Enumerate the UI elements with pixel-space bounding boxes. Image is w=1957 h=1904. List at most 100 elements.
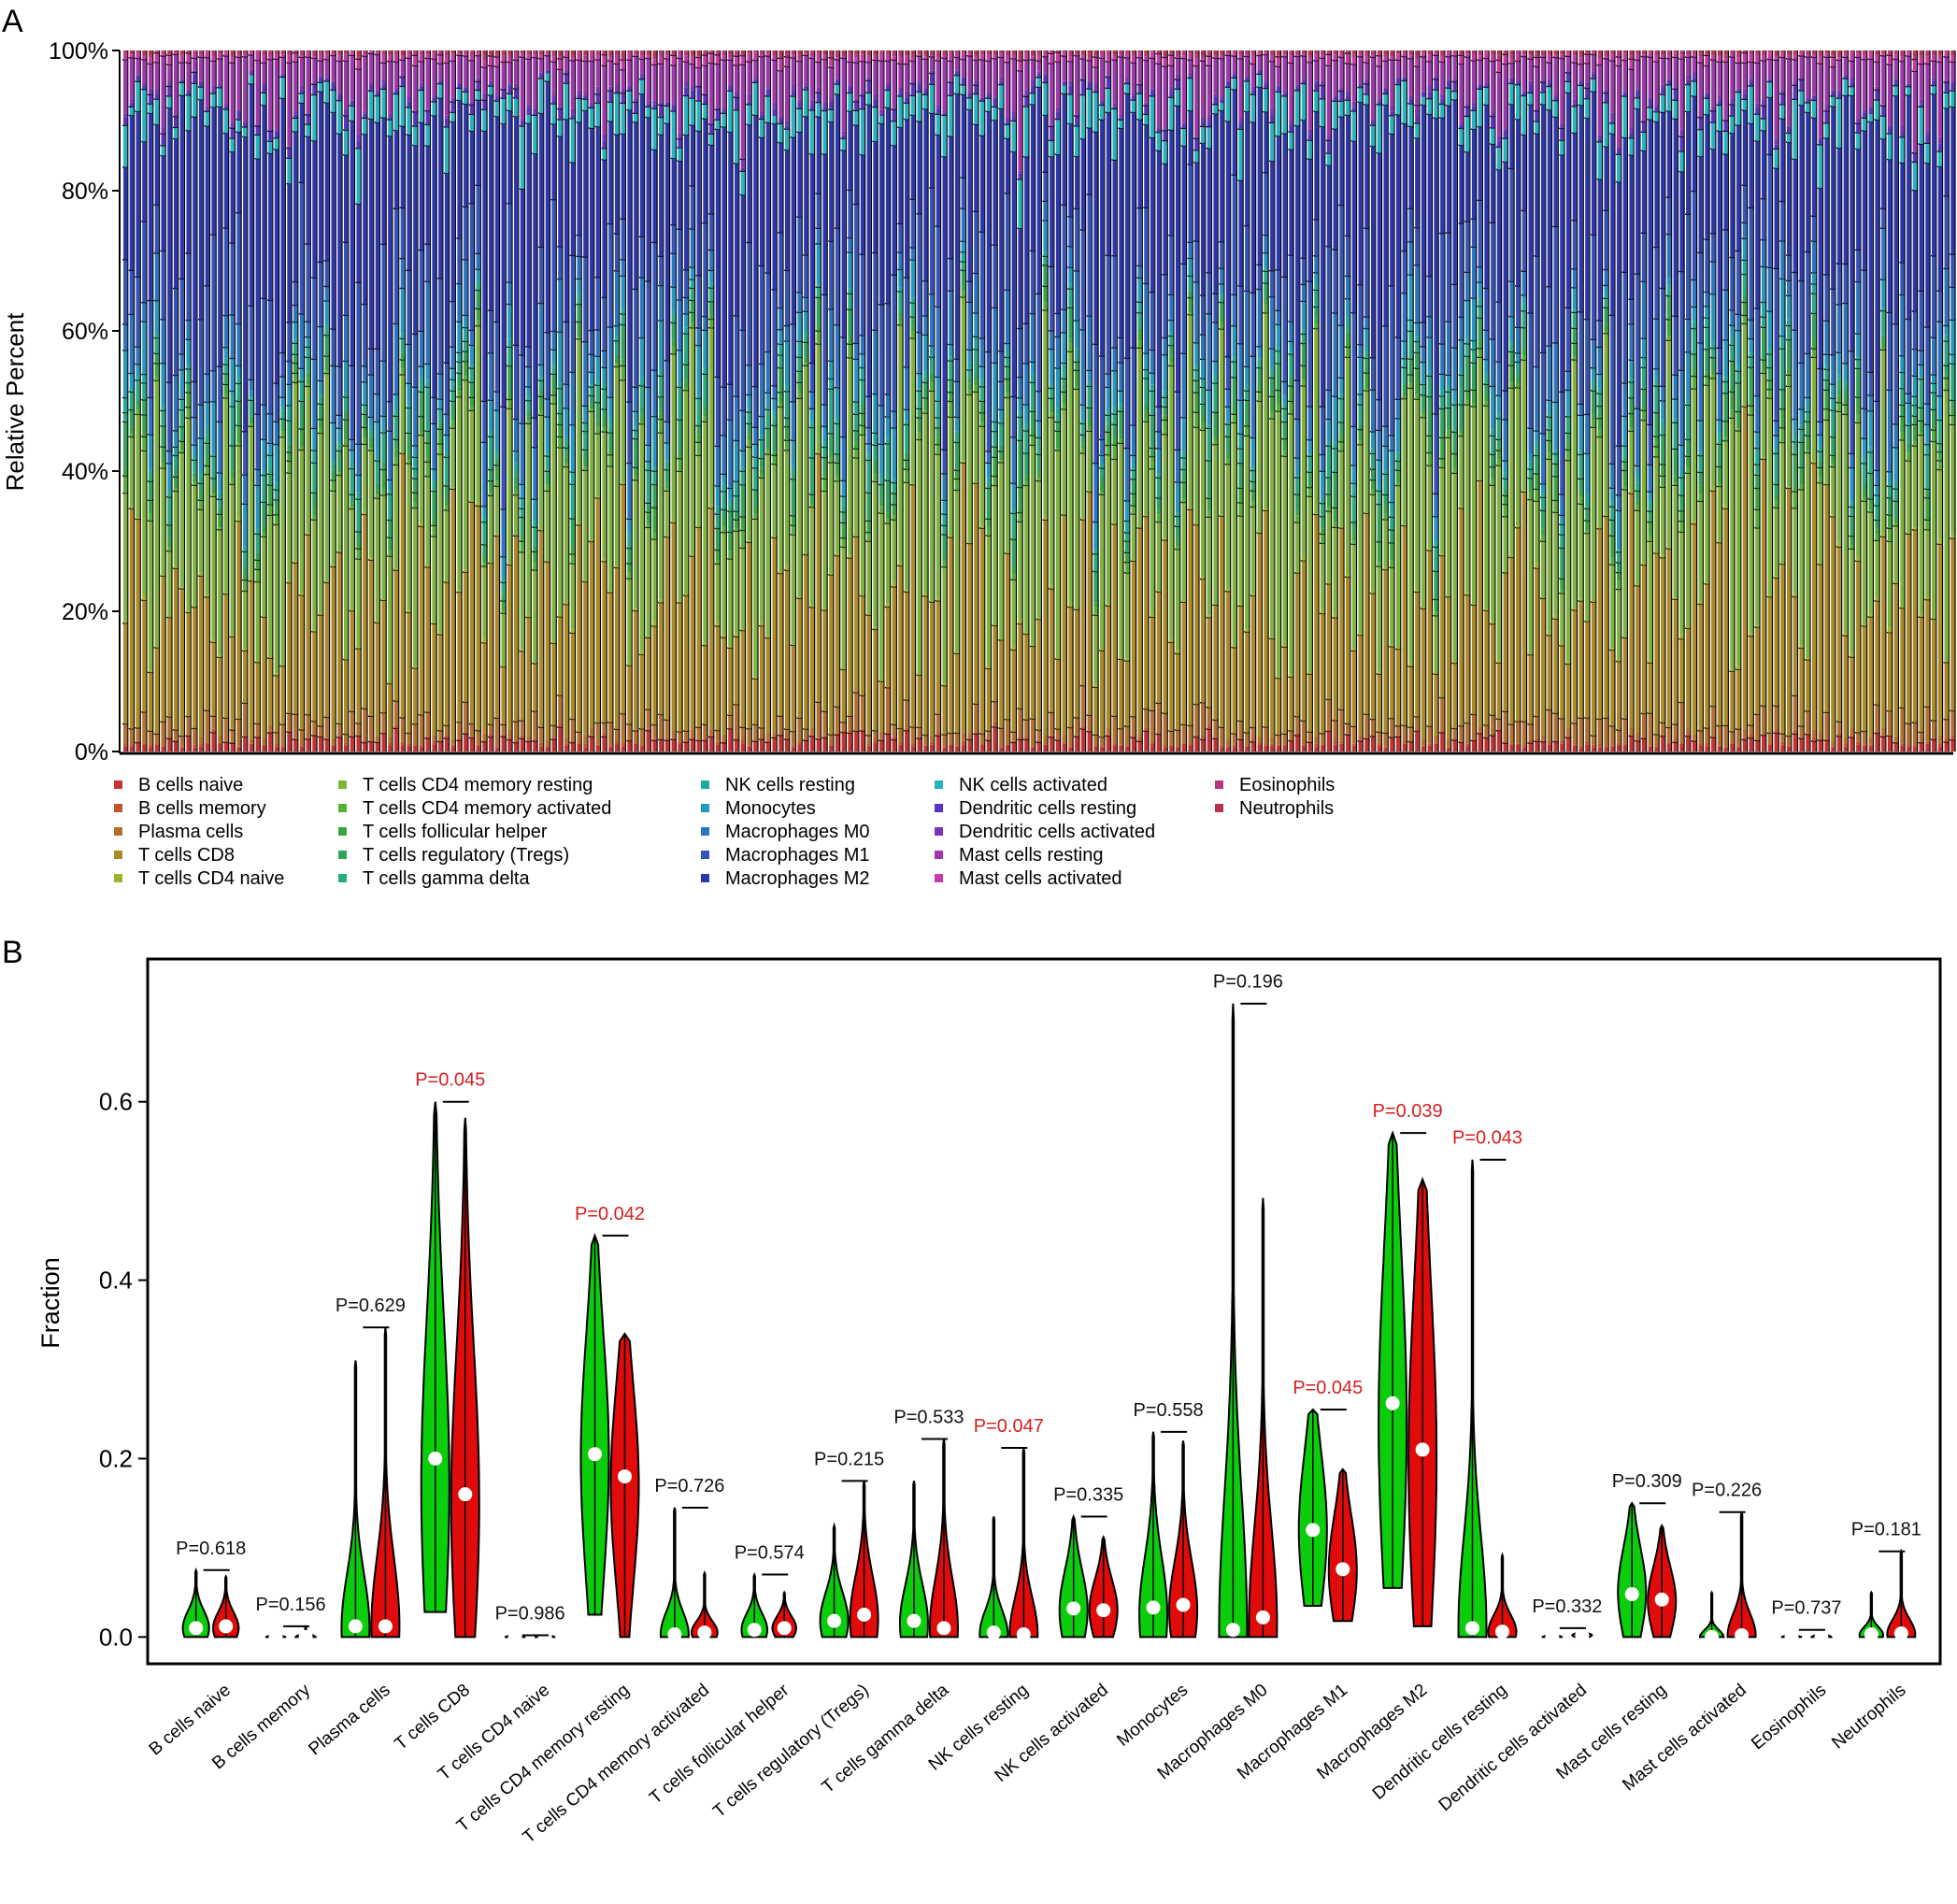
bar-segment [331, 459, 335, 464]
bar-segment [293, 62, 297, 111]
bar-segment [231, 63, 235, 123]
bar-segment [457, 387, 461, 392]
bar-segment [590, 51, 593, 52]
bar-segment [602, 733, 606, 737]
bar-segment [797, 108, 801, 132]
bar-segment [293, 322, 297, 339]
bar-segment [495, 486, 499, 534]
bar-segment [911, 331, 915, 337]
bar-segment [123, 324, 127, 351]
bar-segment [703, 368, 707, 374]
bar-segment [861, 379, 864, 405]
bar-segment [854, 402, 858, 414]
bar-segment [760, 265, 764, 364]
bar-segment [167, 546, 171, 551]
bar-segment [640, 408, 644, 415]
bar-segment [898, 269, 902, 287]
bar-segment [558, 617, 562, 695]
bar-segment [533, 711, 536, 738]
bar-segment [716, 486, 720, 507]
bar-segment [792, 92, 795, 96]
bar-segment [445, 507, 449, 510]
bar-segment [728, 420, 732, 488]
bar-segment [337, 50, 341, 53]
bar-segment [426, 738, 430, 752]
bar-segment [319, 396, 322, 404]
bar-segment [753, 513, 757, 519]
bar-segment [848, 54, 851, 62]
bar-segment [822, 405, 826, 426]
bar-segment [804, 55, 807, 82]
bar-segment [495, 459, 499, 465]
bar-segment [307, 50, 310, 52]
bar-segment [174, 52, 178, 53]
bar-segment [388, 50, 392, 55]
bar-segment [822, 154, 826, 294]
bar-segment [967, 370, 971, 379]
bar-segment [590, 408, 593, 411]
bar-segment [193, 72, 196, 83]
bar-segment [161, 468, 164, 575]
bar-segment [186, 95, 190, 131]
bar-segment [583, 467, 587, 470]
bar-segment [464, 50, 467, 51]
bar-segment [691, 739, 694, 752]
bar-segment [678, 420, 681, 451]
bar-segment [822, 107, 826, 110]
bar-segment [804, 365, 807, 554]
bar-segment [949, 745, 952, 752]
bar-segment [911, 326, 915, 332]
bar-segment [898, 87, 902, 93]
bar-segment [155, 124, 159, 205]
bar-segment [130, 410, 134, 427]
bar-segment [142, 415, 146, 437]
bar-segment [470, 737, 474, 752]
bar-segment [130, 50, 134, 53]
bar-segment [817, 117, 821, 193]
bar-segment [735, 705, 738, 737]
bar-segment [495, 66, 499, 95]
bar-segment [307, 347, 310, 357]
bar-segment [319, 77, 322, 82]
bar-segment [678, 732, 681, 741]
bar-segment [507, 393, 511, 399]
bar-segment [470, 410, 474, 501]
bar-segment [608, 433, 612, 450]
bar-segment [873, 252, 877, 330]
bar-segment [445, 116, 449, 119]
bar-segment [577, 336, 580, 338]
bar-segment [792, 137, 795, 324]
bar-segment [551, 331, 555, 350]
bar-segment [999, 51, 1003, 53]
bar-segment [829, 102, 833, 110]
bar-segment [974, 381, 978, 385]
bar-segment [602, 50, 606, 52]
bar-segment [842, 138, 846, 150]
bar-segment [231, 50, 235, 55]
bar-segment [539, 380, 543, 390]
bar-segment [797, 61, 801, 99]
bar-segment [521, 484, 524, 498]
bar-segment [942, 50, 946, 52]
bar-segment [218, 473, 221, 492]
bar-segment [551, 57, 555, 62]
bar-segment [735, 495, 738, 510]
bar-segment [741, 64, 745, 159]
bar-segment [507, 57, 511, 62]
bar-segment [307, 532, 310, 535]
bar-segment [678, 300, 681, 351]
bar-segment [211, 494, 215, 496]
bar-segment [206, 111, 209, 126]
bar-segment [539, 410, 543, 415]
bar-segment [250, 51, 253, 52]
bar-segment [760, 137, 764, 265]
bar-segment [243, 736, 247, 737]
bar-segment [1006, 745, 1009, 752]
bar-segment [558, 332, 562, 382]
bar-segment [331, 470, 335, 476]
bar-segment [236, 365, 240, 378]
bar-segment [608, 61, 612, 87]
bar-segment [836, 735, 839, 752]
bar-segment [703, 740, 707, 752]
bar-segment [898, 288, 902, 292]
